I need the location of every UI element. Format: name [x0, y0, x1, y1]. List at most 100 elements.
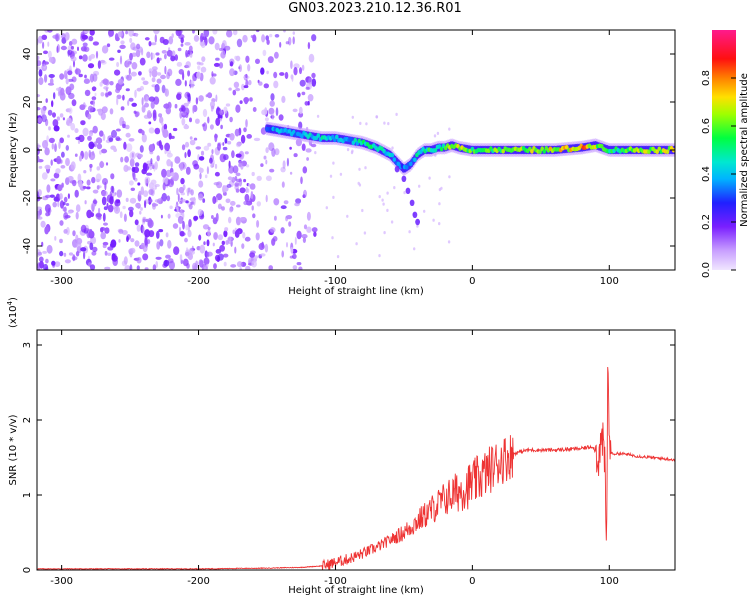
spectrogram-noise-cell — [107, 91, 112, 96]
spectrogram-noise-cell — [54, 236, 57, 241]
spectrogram-noise-cell — [180, 198, 186, 203]
spectrogram-noise-cell — [231, 150, 235, 159]
spectrogram-noise-cell — [436, 131, 440, 135]
spectrogram-noise-cell — [139, 145, 144, 153]
spectrogram-noise-cell — [102, 212, 106, 222]
spectrogram-noise-cell — [306, 226, 312, 233]
spectrogram-noise-cell — [160, 214, 163, 219]
spectrogram-noise-cell — [82, 127, 89, 137]
x-tick-label: -100 — [324, 576, 347, 587]
spectrogram-noise-cell — [156, 57, 160, 64]
spectrogram-noise-cell — [230, 200, 236, 206]
spectrogram-noise-cell — [155, 52, 160, 56]
spectrogram-noise-cell — [156, 155, 160, 162]
spectrogram-noise-cell — [206, 239, 210, 247]
spectrogram-ridge-core — [542, 149, 547, 154]
spectrogram-noise-cell — [163, 123, 168, 131]
spectrogram-noise-cell — [144, 37, 150, 41]
spectrogram-noise-cell — [118, 239, 121, 243]
spectrogram-noise-cell — [358, 183, 362, 187]
spectrogram-noise-cell — [255, 58, 260, 64]
spectrogram-noise-cell — [310, 143, 317, 148]
spectrogram-noise-cell — [391, 146, 394, 150]
spectrogram-noise-cell — [70, 161, 76, 171]
spectrogram-noise-cell — [378, 195, 381, 199]
spectrogram-noise-cell — [67, 78, 74, 82]
spectrogram-noise-cell — [141, 168, 147, 175]
spectrogram-noise-cell — [215, 57, 220, 61]
spectrogram-noise-cell — [42, 41, 45, 49]
spectrogram-noise-cell — [136, 87, 142, 92]
spectrogram-noise-cell — [212, 196, 217, 204]
spectrogram-noise-cell — [188, 45, 193, 52]
spectrogram-noise-cell — [279, 72, 285, 76]
spectrogram-noise-cell — [148, 121, 152, 125]
spectrogram-noise-cell — [126, 74, 132, 81]
spectrogram-noise-cell — [235, 172, 241, 177]
spectrogram-noise-cell — [129, 52, 133, 61]
spectrogram-noise-cell — [211, 149, 214, 155]
spectrogram-noise-cell — [311, 72, 316, 79]
spectrogram-noise-cell — [170, 55, 176, 62]
spectrogram-noise-cell — [111, 129, 117, 138]
spectrogram-noise-cell — [229, 116, 233, 123]
spectrogram-noise-cell — [59, 250, 64, 257]
spectrogram-noise-cell — [42, 250, 47, 254]
spectrogram-noise-cell — [260, 253, 266, 257]
spectrogram-ridge-core — [316, 133, 321, 138]
spectrogram-noise-cell — [247, 63, 251, 72]
spectrogram-noise-cell — [280, 227, 285, 234]
spectrogram-noise-cell — [158, 139, 162, 149]
spectrogram-noise-cell — [220, 124, 223, 130]
spectrogram-noise-cell — [66, 117, 72, 127]
spectrogram-noise-cell — [68, 92, 75, 100]
spectrogram-noise-cell — [303, 224, 308, 230]
spectrogram-noise-cell — [355, 242, 358, 246]
spectrogram-noise-cell — [378, 254, 381, 258]
spectrogram-noise-cell — [38, 165, 43, 169]
spectrogram-noise-cell — [242, 232, 246, 239]
spectrogram-noise-cell — [79, 104, 86, 111]
spectrogram-noise-cell — [219, 47, 223, 52]
spectrogram-noise-cell — [252, 213, 256, 219]
spectrogram-noise-cell — [51, 143, 54, 150]
spectrogram-noise-cell — [350, 151, 354, 155]
spectrogram-noise-cell — [40, 220, 46, 228]
spectrogram-noise-cell — [203, 145, 210, 151]
spectrogram-noise-cell — [75, 250, 80, 257]
spectrogram-noise-cell — [243, 97, 250, 103]
spectrogram-noise-cell — [176, 93, 182, 100]
spectrogram-noise-cell — [129, 209, 134, 218]
spectrogram-noise-cell — [86, 179, 91, 186]
spectrogram-noise-cell — [107, 204, 114, 213]
spectrogram-noise-cell — [105, 93, 109, 98]
spectrogram-noise-cell — [87, 113, 92, 120]
spectrogram-noise-cell — [37, 60, 42, 67]
spectrogram-noise-cell — [228, 165, 235, 174]
spectrogram-noise-cell — [63, 196, 68, 203]
spectrogram-noise-cell — [214, 133, 218, 143]
spectrogram-noise-cell — [329, 174, 333, 178]
spectrogram-noise-cell — [154, 34, 157, 43]
spectrogram-noise-cell — [269, 100, 275, 107]
spectrogram-noise-cell — [149, 163, 154, 166]
spectrogram-noise-cell — [82, 42, 88, 47]
spectrogram-noise-cell — [135, 49, 141, 58]
spectrogram-noise-cell — [142, 225, 145, 235]
spectrogram-noise-cell — [182, 71, 185, 81]
spectrogram-noise-cell — [44, 226, 49, 235]
spectrogram-noise-cell — [51, 260, 56, 266]
spectrogram-noise-cell — [147, 219, 154, 229]
spectrogram-y-axis-label: Frequency (Hz) — [8, 112, 19, 188]
spectrogram-noise-cell — [211, 215, 214, 219]
spectrogram-noise-cell — [154, 185, 157, 190]
snr-y-axis-label: SNR (10 * v/v) — [8, 414, 19, 485]
spectrogram-noise-cell — [228, 87, 232, 91]
spectrogram-noise-cell — [214, 163, 218, 169]
spectrogram-noise-cell — [181, 118, 186, 126]
spectrogram-noise-cell — [48, 137, 55, 144]
spectrogram-noise-cell — [165, 169, 172, 178]
spectrogram-noise-cell — [346, 214, 349, 218]
spectrogram-noise-cell — [61, 151, 65, 158]
spectrogram-noise-cell — [313, 231, 317, 237]
